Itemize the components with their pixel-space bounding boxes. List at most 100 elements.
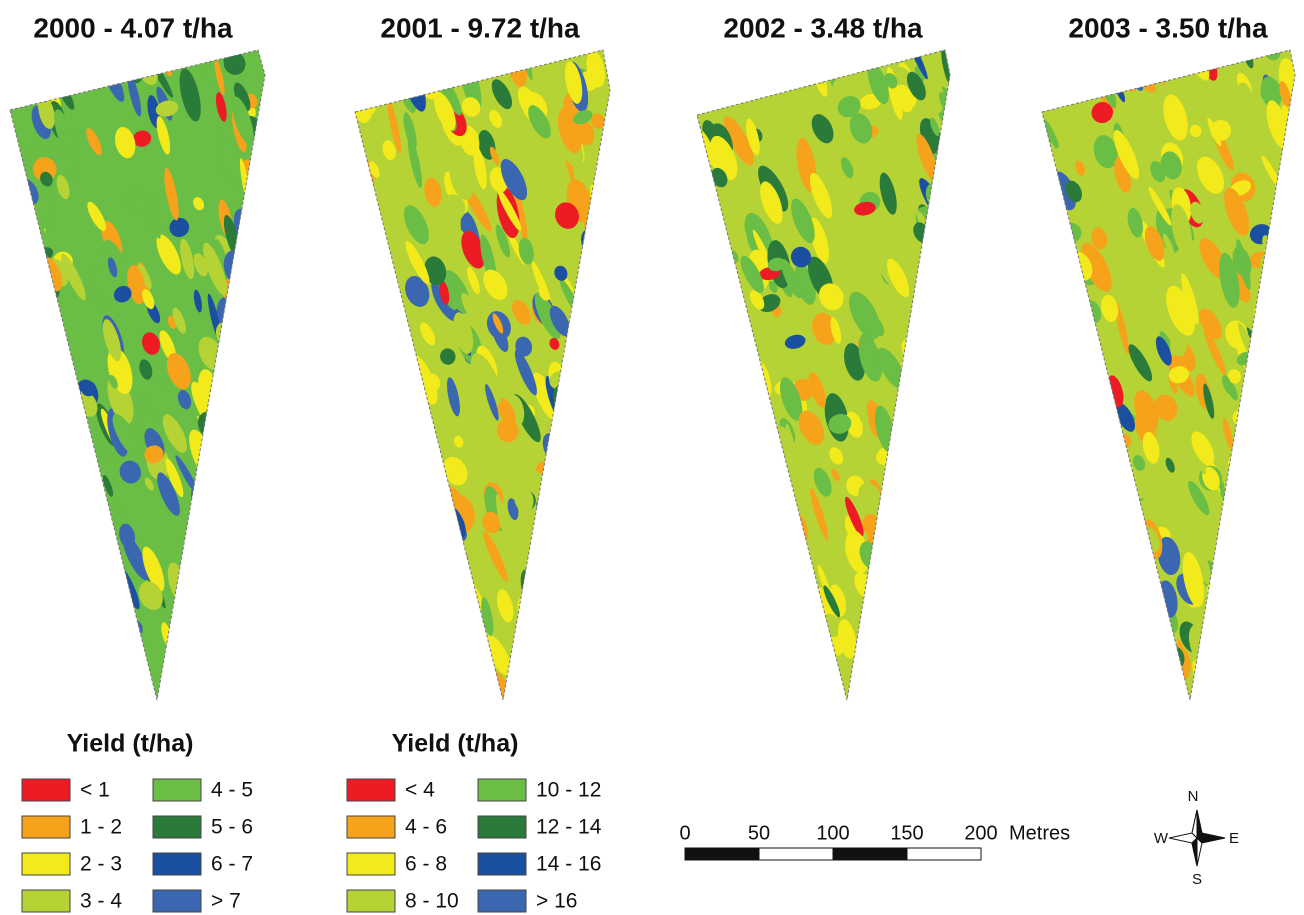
yield-patch: [62, 424, 81, 450]
yield-patch: [1051, 472, 1079, 499]
yield-patch: [193, 494, 224, 528]
yield-patch: [709, 406, 733, 462]
yield-patch: [439, 639, 468, 682]
yield-patch: [737, 53, 767, 91]
yield-patch: [1073, 59, 1094, 86]
yield-patch: [583, 460, 600, 482]
yield-patch: [355, 307, 381, 359]
yield-patch: [1097, 596, 1121, 625]
compass-e: E: [1229, 830, 1239, 847]
yield-patch: [27, 548, 59, 600]
yield-patch: [516, 603, 539, 647]
yield-patch: [561, 610, 574, 628]
yield-patch: [1276, 359, 1304, 399]
yield-patch: [0, 177, 26, 230]
yield-patch: [362, 450, 398, 503]
yield-patch: [1220, 559, 1254, 612]
yield-patch: [1059, 525, 1090, 579]
legend-label: 5 - 6: [211, 816, 253, 839]
yield-patch: [774, 59, 787, 77]
yield-patch: [730, 642, 749, 670]
yield-patch: [577, 441, 604, 469]
scale-segment: [833, 848, 907, 860]
yield-patch: [108, 638, 134, 673]
yield-patch: [1263, 402, 1304, 456]
yield-patch: [241, 220, 253, 240]
yield-patch: [585, 674, 605, 704]
yield-patch: [196, 664, 223, 706]
yield-patch: [342, 150, 369, 185]
yield-patch: [437, 588, 461, 625]
yield-patch: [250, 389, 271, 443]
legend-swatch: [153, 890, 201, 912]
yield-patch: [573, 593, 606, 641]
compass-s: S: [1192, 871, 1202, 888]
yield-patch: [1250, 529, 1281, 567]
yield-patch: [104, 629, 129, 682]
yield-patch: [28, 408, 57, 457]
yield-patch: [739, 405, 762, 443]
yield-patch: [809, 636, 832, 675]
compass: N S W E: [1154, 788, 1239, 888]
yield-patch: [229, 552, 269, 603]
yield-patch: [790, 579, 817, 607]
yield-patch: [693, 450, 730, 510]
yield-patch: [362, 320, 394, 363]
yield-patch: [718, 636, 734, 652]
yield-patch: [1117, 535, 1148, 583]
yield-patch: [383, 56, 415, 103]
legend-label: 14 - 16: [536, 853, 601, 876]
yield-patch: [179, 650, 207, 684]
yield-patch: [757, 598, 782, 635]
yield-patch: [758, 662, 795, 712]
yield-patch: [863, 564, 902, 613]
yield-patch: [1081, 383, 1098, 409]
yield-patch: [205, 549, 223, 577]
scale-label: 150: [890, 822, 923, 844]
yield-patch: [725, 620, 750, 648]
yield-patch: [1064, 403, 1084, 426]
yield-patch: [244, 331, 279, 388]
yield-patch: [927, 334, 969, 385]
yield-patch: [1174, 688, 1190, 704]
yield-patch: [100, 555, 116, 577]
yield-patch: [101, 666, 130, 710]
yield-patch: [1030, 621, 1064, 667]
yield-patch: [1137, 674, 1168, 714]
yield-patch: [1079, 650, 1116, 696]
yield-patch: [1086, 606, 1122, 663]
yield-patch: [446, 632, 477, 689]
yield-patch: [571, 516, 589, 572]
yield-patch: [886, 595, 908, 637]
yield-patch: [715, 463, 746, 503]
yield-patch: [1251, 409, 1279, 462]
yield-map: [0, 37, 279, 722]
yield-patch: [378, 565, 404, 615]
yield-patch: [14, 620, 48, 665]
yield-patch: [1084, 585, 1113, 628]
yield-patch: [74, 565, 90, 583]
yield-patch: [1210, 551, 1242, 604]
legend-swatch: [478, 853, 526, 875]
yield-patch: [1198, 659, 1222, 697]
yield-patch: [695, 228, 727, 279]
yield-patch: [747, 667, 780, 713]
yield-patch: [542, 667, 558, 686]
yield-patch: [238, 573, 271, 622]
yield-patch: [364, 610, 396, 654]
yield-patch: [1078, 496, 1094, 513]
yield-patch: [396, 608, 413, 632]
yield-patch: [1237, 482, 1259, 514]
yield-patch: [191, 583, 214, 633]
yield-patch: [1225, 633, 1248, 664]
yield-patch: [193, 469, 227, 514]
yield-patch: [565, 588, 597, 630]
yield-patch: [210, 525, 224, 563]
yield-patch: [1219, 606, 1251, 645]
yield-patch: [692, 196, 720, 232]
legend-swatch: [22, 816, 70, 838]
yield-patch: [935, 639, 962, 666]
yield-patch: [760, 536, 789, 564]
yield-patch: [22, 536, 55, 588]
scale-label: 100: [816, 822, 849, 844]
